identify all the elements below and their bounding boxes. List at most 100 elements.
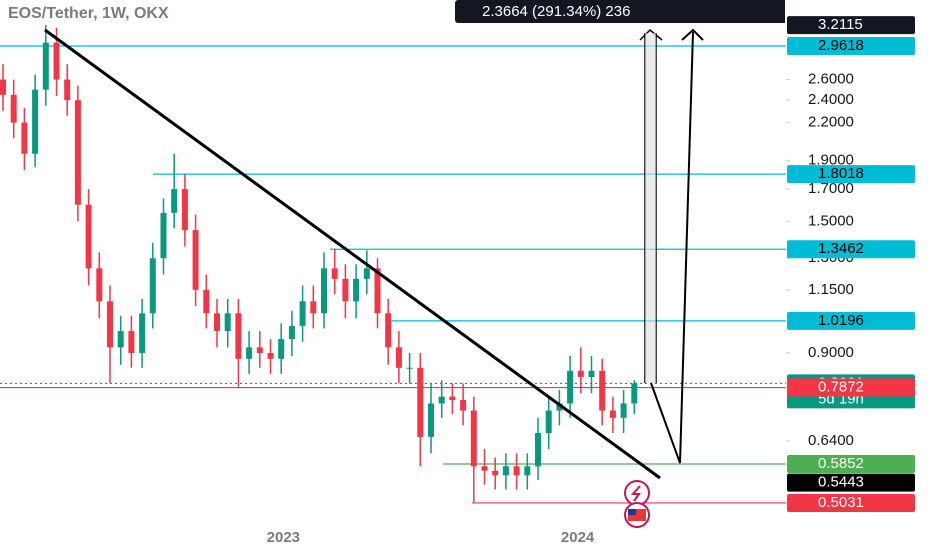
- candle-body: [214, 313, 220, 332]
- candle-body: [256, 347, 263, 354]
- trend-line: [44, 28, 661, 480]
- candle-body: [513, 466, 520, 476]
- candle-body: [428, 403, 434, 437]
- candle-body: [139, 313, 146, 354]
- candle-body: [481, 466, 488, 471]
- candle-body: [502, 466, 509, 476]
- candle-body: [181, 189, 188, 231]
- candle-body: [609, 410, 616, 418]
- candle-body: [342, 278, 349, 302]
- price-label: 0.7872: [818, 379, 864, 396]
- y-tick-label: 1.1500: [808, 281, 854, 298]
- projection-path: [650, 28, 704, 464]
- candle-body: [85, 204, 92, 269]
- candle-body: [321, 268, 327, 314]
- candle-body: [235, 313, 242, 359]
- candle-body: [74, 100, 81, 205]
- price-label: 1.0196: [818, 312, 864, 329]
- candle-body: [395, 347, 402, 368]
- candle-body: [577, 370, 584, 378]
- flag-icon-canton: [628, 509, 636, 515]
- candle-body: [128, 331, 135, 354]
- candle-body: [64, 79, 71, 101]
- price-label: 0.5852: [818, 455, 864, 472]
- price-label-box: [787, 311, 915, 330]
- candle-body: [620, 403, 627, 418]
- event-icon-bolt: [630, 485, 641, 502]
- candle-body: [192, 230, 199, 290]
- price-label-box: [787, 16, 915, 35]
- candle-body: [567, 370, 574, 404]
- candle-body: [353, 278, 360, 302]
- price-label: 3.2115: [818, 16, 863, 33]
- candle-body: [107, 301, 113, 348]
- y-tick-label: 2.2000: [808, 114, 854, 131]
- arrow-fill: [645, 33, 656, 383]
- candle-body: [449, 396, 456, 401]
- candle-body: [363, 268, 370, 279]
- candle-body: [524, 466, 531, 476]
- y-tick-label: 0.9000: [808, 344, 854, 361]
- candle-body: [599, 370, 606, 411]
- candle-body: [21, 122, 28, 154]
- y-tick-label: 2.6000: [808, 71, 854, 88]
- candle-body: [224, 313, 231, 332]
- y-tick-label: 1.7000: [808, 180, 854, 197]
- candle-body: [492, 470, 499, 476]
- price-label: 2.9618: [818, 37, 864, 54]
- measure-label: 2.3664 (291.34%) 236: [482, 3, 630, 20]
- x-tick-label: 2023: [267, 529, 300, 546]
- price-label: 0.5031: [818, 494, 864, 511]
- candle-body: [438, 396, 445, 404]
- x-tick-label: 2024: [561, 529, 595, 546]
- candle-body: [288, 325, 295, 340]
- price-label-box: [787, 473, 915, 492]
- candle-body: [267, 353, 274, 359]
- price-label-box: [787, 36, 915, 55]
- candle-body: [53, 42, 60, 80]
- price-label-box: [787, 240, 915, 259]
- candle-body: [631, 383, 638, 404]
- price-label-box: [787, 454, 915, 473]
- candle-body: [417, 367, 424, 437]
- candle-body: [0, 79, 6, 95]
- candle-body: [149, 258, 156, 314]
- candle-body: [117, 331, 124, 348]
- candle-body: [160, 212, 167, 259]
- candle-body: [588, 370, 595, 378]
- candle-body: [310, 301, 317, 314]
- price-label: 0.5443: [818, 474, 864, 491]
- candle-body: [246, 347, 253, 359]
- y-tick-label: 1.5000: [808, 212, 854, 229]
- price-label-box: [787, 378, 915, 397]
- chart-title: EOS/Tether, 1W, OKX: [8, 5, 169, 22]
- candle-body: [278, 339, 285, 359]
- candle-body: [374, 268, 381, 314]
- candle-body: [470, 410, 477, 467]
- candles: [0, 25, 638, 503]
- price-label-box: [787, 165, 915, 184]
- candle-body: [535, 432, 541, 467]
- measure-box: [455, 0, 790, 23]
- candle-body: [385, 313, 392, 348]
- candle-body: [96, 268, 103, 302]
- candle-body: [460, 400, 467, 411]
- price-label: 1.8018: [818, 165, 864, 182]
- y-tick-label: 0.6400: [808, 432, 854, 449]
- candle-body: [10, 94, 17, 123]
- candle-body: [32, 89, 39, 154]
- candle-body: [406, 367, 413, 369]
- candle-body: [299, 301, 306, 326]
- candle-body: [171, 189, 178, 213]
- y-tick-label: 2.4000: [808, 91, 854, 108]
- price-label-box: [787, 493, 915, 512]
- candle-body: [331, 268, 338, 279]
- y-tick-label: 1.9000: [808, 151, 854, 168]
- candle-body: [545, 410, 552, 433]
- candle-body: [556, 403, 563, 411]
- candle-body: [203, 289, 210, 314]
- price-label: 1.3462: [818, 240, 864, 257]
- candle-body: [42, 42, 49, 90]
